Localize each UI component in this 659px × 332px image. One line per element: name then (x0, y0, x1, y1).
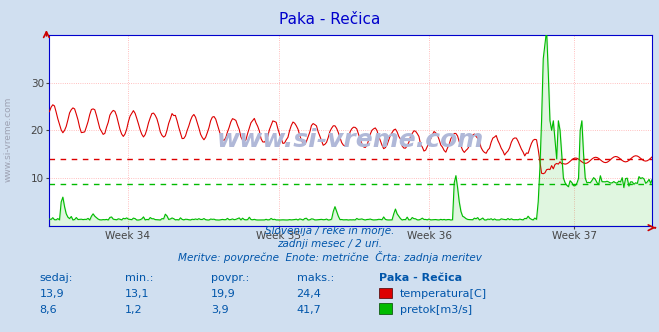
Text: 8,6: 8,6 (40, 305, 57, 315)
Text: Paka - Rečica: Paka - Rečica (379, 273, 462, 283)
Text: zadnji mesec / 2 uri.: zadnji mesec / 2 uri. (277, 239, 382, 249)
Text: 13,9: 13,9 (40, 289, 64, 299)
Text: pretok[m3/s]: pretok[m3/s] (400, 305, 472, 315)
Text: www.si-vreme.com: www.si-vreme.com (3, 97, 13, 182)
Text: min.:: min.: (125, 273, 154, 283)
Text: 41,7: 41,7 (297, 305, 322, 315)
Text: Slovenija / reke in morje.: Slovenija / reke in morje. (265, 226, 394, 236)
Text: 1,2: 1,2 (125, 305, 143, 315)
Text: povpr.:: povpr.: (211, 273, 249, 283)
Text: 19,9: 19,9 (211, 289, 236, 299)
Text: Meritve: povprečne  Enote: metrične  Črta: zadnja meritev: Meritve: povprečne Enote: metrične Črta:… (177, 251, 482, 263)
Text: temperatura[C]: temperatura[C] (400, 289, 487, 299)
Text: 24,4: 24,4 (297, 289, 322, 299)
Text: 3,9: 3,9 (211, 305, 229, 315)
Text: 13,1: 13,1 (125, 289, 150, 299)
Text: Paka - Rečica: Paka - Rečica (279, 12, 380, 27)
Text: sedaj:: sedaj: (40, 273, 73, 283)
Text: www.si-vreme.com: www.si-vreme.com (217, 128, 484, 152)
Text: maks.:: maks.: (297, 273, 334, 283)
